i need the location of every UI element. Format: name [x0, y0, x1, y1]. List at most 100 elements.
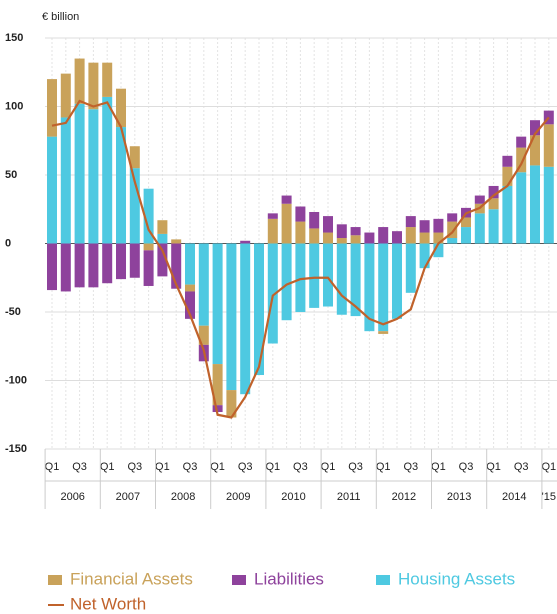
bar — [60, 73, 71, 118]
bar — [129, 168, 140, 244]
bar — [129, 243, 140, 278]
bar — [309, 228, 320, 244]
bar — [47, 243, 57, 291]
bar — [240, 240, 251, 244]
year-label: 2006 — [60, 491, 84, 503]
bar — [198, 325, 209, 345]
year-label: 2008 — [171, 491, 195, 503]
x-tick-label: Q1 — [265, 461, 280, 473]
y-tick-label: 50 — [5, 169, 17, 181]
bar — [88, 109, 99, 244]
bar — [281, 243, 292, 321]
bar — [350, 243, 361, 317]
bar — [419, 232, 430, 244]
y-axis-label: € billion — [42, 11, 79, 23]
bar — [516, 147, 527, 173]
bar — [295, 243, 306, 312]
bar — [378, 227, 389, 244]
line — [51, 99, 550, 419]
bar — [60, 243, 71, 292]
x-tick-label: Q3 — [514, 461, 529, 473]
bar — [185, 284, 195, 292]
y-tick-label: -50 — [5, 306, 21, 318]
bar — [74, 103, 85, 244]
x-tick-label: Q1 — [321, 461, 336, 473]
bar — [405, 227, 416, 244]
bar — [74, 243, 85, 288]
x-tick-label: Q1 — [210, 461, 225, 473]
bar — [143, 243, 154, 251]
bar — [474, 195, 485, 204]
bar — [447, 221, 458, 239]
x-tick-label: Q1 — [486, 461, 501, 473]
x-tick-label: Q3 — [183, 461, 198, 473]
legend-label: Housing Assets — [398, 569, 515, 588]
bar — [405, 243, 416, 293]
bar — [226, 390, 237, 418]
bar — [198, 243, 209, 326]
bar — [461, 217, 471, 228]
x-tick-label: Q3 — [403, 461, 418, 473]
bar — [185, 291, 195, 319]
x-tick-label: Q1 — [431, 461, 446, 473]
x-tick-label: Q1 — [155, 461, 170, 473]
legend-swatch — [232, 575, 246, 585]
bar — [281, 195, 292, 204]
year-label: 2007 — [116, 491, 140, 503]
bar — [488, 198, 499, 210]
bar — [502, 185, 513, 244]
bar — [116, 127, 126, 244]
bar — [323, 232, 333, 244]
bar — [171, 239, 182, 244]
bar — [433, 232, 444, 244]
bar — [543, 124, 554, 167]
bar — [488, 185, 499, 199]
legend-label: Net Worth — [70, 594, 146, 613]
bar — [267, 218, 278, 244]
bar — [433, 243, 444, 258]
bar — [364, 243, 375, 332]
year-label: 2014 — [502, 491, 526, 503]
bar — [116, 243, 126, 280]
bar — [516, 136, 527, 148]
bar — [447, 238, 458, 244]
bar — [309, 211, 320, 229]
bar — [157, 243, 168, 277]
x-tick-label: Q1 — [45, 461, 60, 473]
bar — [364, 232, 375, 244]
bar — [143, 250, 154, 286]
bar — [378, 243, 389, 332]
x-tick-label: Q3 — [72, 461, 87, 473]
bar — [267, 243, 278, 344]
bar — [171, 243, 182, 289]
y-tick-label: -100 — [5, 374, 27, 386]
year-label: 2010 — [281, 491, 305, 503]
bar — [502, 155, 513, 167]
x-tick-label: Q1 — [376, 461, 391, 473]
x-tick-label: Q1 — [100, 461, 115, 473]
x-tick-label: Q3 — [238, 461, 253, 473]
bar — [543, 166, 554, 244]
bar — [323, 243, 333, 307]
bar — [350, 227, 361, 236]
bar — [143, 188, 154, 244]
bar — [350, 235, 361, 244]
bar — [309, 243, 320, 308]
bar — [488, 209, 499, 244]
bar — [212, 243, 223, 365]
bar — [116, 88, 126, 128]
bar — [47, 136, 57, 244]
x-tick-label: Q3 — [127, 461, 142, 473]
legend-label: Financial Assets — [70, 569, 193, 588]
y-tick-label: 150 — [5, 32, 23, 44]
bar — [295, 206, 306, 222]
bar — [502, 166, 513, 186]
bar — [88, 62, 99, 110]
bar — [212, 405, 223, 413]
year-label: '15 — [542, 491, 556, 503]
bar — [102, 62, 113, 97]
x-tick-label: Q3 — [459, 461, 474, 473]
x-tick-label: Q3 — [348, 461, 363, 473]
bar — [267, 213, 278, 219]
year-label: 2011 — [337, 491, 361, 503]
